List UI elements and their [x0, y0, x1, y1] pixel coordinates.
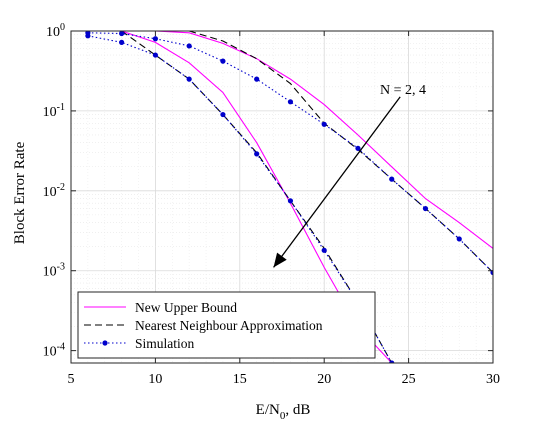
legend-label: Nearest Neighbour Approximation [135, 318, 323, 333]
data-point [456, 236, 462, 242]
legend-label: New Upper Bound [135, 300, 237, 315]
x-tick-label: 10 [148, 372, 162, 387]
y-tick-label: 10-2 [43, 182, 65, 200]
x-axis-label-subscript: 0 [280, 410, 286, 422]
legend-box [77, 291, 376, 359]
x-axis-label: E/N0, dB [256, 402, 311, 422]
data-point [355, 145, 361, 151]
data-point [422, 205, 429, 212]
x-tick-label: 5 [68, 372, 75, 387]
data-point [186, 43, 192, 49]
axes: 5 10 15 20 25 30 100 10-1 10-2 10-3 10-4 [43, 22, 500, 387]
y-tick-label: 10-1 [43, 102, 65, 120]
data-point [85, 31, 91, 36]
data-point [152, 36, 158, 42]
annotation: N = 2, 4 [273, 83, 426, 268]
y-tick-label: 10-3 [43, 262, 65, 280]
x-tick-label: 15 [233, 372, 247, 387]
data-point [287, 99, 294, 105]
data-point [119, 39, 125, 45]
y-tick-label: 10-4 [43, 342, 65, 360]
data-point [254, 151, 260, 157]
annotation-text: N = 2, 4 [380, 83, 426, 98]
data-point [220, 111, 226, 118]
data-point [287, 198, 294, 204]
data-point [321, 247, 327, 253]
legend-marker [102, 340, 108, 346]
x-tick-label: 25 [402, 372, 416, 387]
series-line-4 [189, 31, 493, 273]
data-point [254, 76, 260, 82]
data-point [389, 360, 395, 363]
legend: New Upper Bound Nearest Neighbour Approxi… [77, 291, 376, 359]
data-point [321, 121, 327, 127]
axis-labels: E/N0, dB Block Error Rate [12, 141, 310, 422]
series-line-2 [71, 31, 493, 249]
series-line-5 [87, 35, 393, 363]
y-axis-label: Block Error Rate [12, 141, 28, 244]
data-point [389, 176, 395, 182]
annotation-arrow-head [273, 252, 287, 268]
legend-label: Simulation [135, 336, 195, 351]
data-point [119, 31, 125, 37]
data-point [152, 52, 158, 58]
data-point [186, 76, 192, 82]
data-point [220, 58, 226, 64]
y-tick-label: 100 [46, 22, 65, 40]
plot-frame [70, 30, 494, 364]
x-tick-label: 30 [486, 372, 500, 387]
annotation-arrow-line [273, 96, 401, 268]
x-tick-label: 20 [317, 372, 331, 387]
